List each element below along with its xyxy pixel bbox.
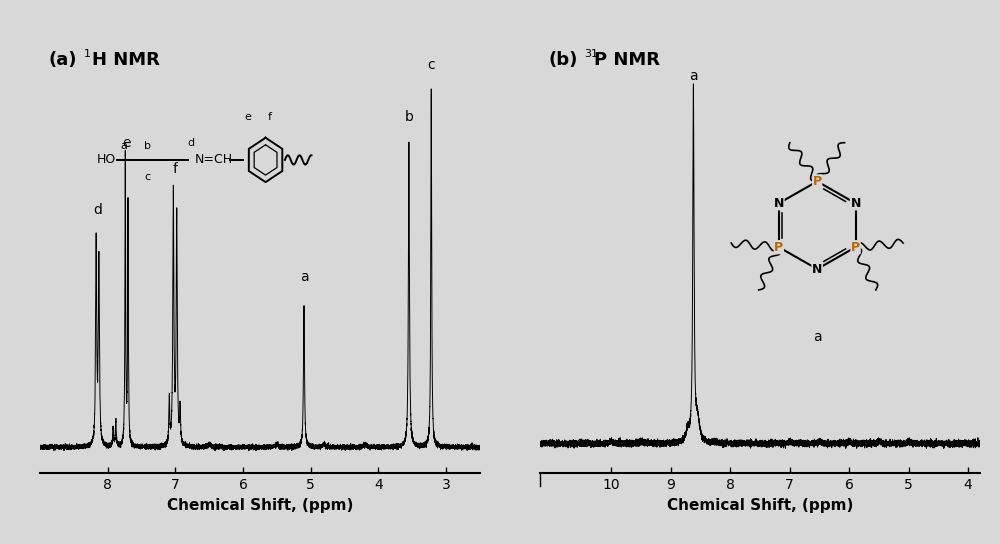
Text: a: a	[689, 69, 698, 83]
Text: d: d	[93, 202, 102, 217]
Text: (a): (a)	[49, 51, 77, 69]
Text: a: a	[300, 270, 308, 283]
Text: H NMR: H NMR	[92, 51, 160, 69]
Text: c: c	[427, 58, 435, 72]
Text: 1: 1	[84, 49, 91, 59]
X-axis label: Chemical Shift, (ppm): Chemical Shift, (ppm)	[667, 498, 853, 512]
Text: 31: 31	[584, 49, 598, 59]
Text: (b): (b)	[549, 51, 578, 69]
Text: f: f	[172, 162, 177, 176]
Text: e: e	[122, 135, 131, 150]
Text: P NMR: P NMR	[594, 51, 660, 69]
X-axis label: Chemical Shift, (ppm): Chemical Shift, (ppm)	[167, 498, 353, 512]
Text: b: b	[404, 110, 413, 123]
